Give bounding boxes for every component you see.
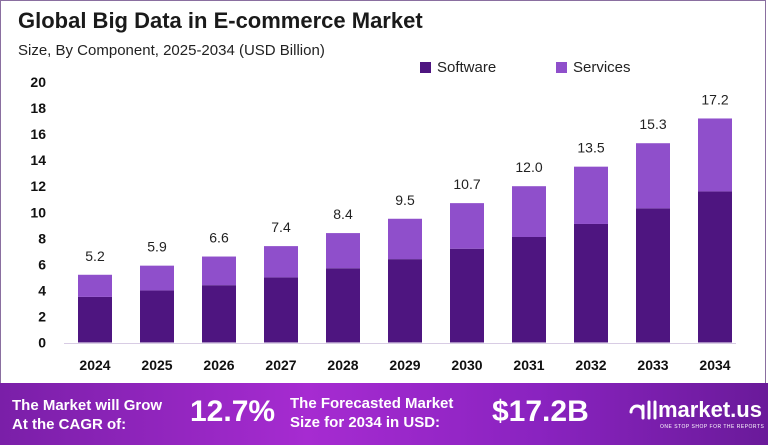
legend-label-services: Services [573,59,631,76]
y-tick-label: 2 [38,308,46,324]
y-tick-label: 14 [30,152,46,168]
data-label-total: 5.9 [147,239,167,255]
cagr-label-line2: At the CAGR of: [12,416,127,433]
x-tick-label: 2032 [575,357,606,373]
data-label-total: 10.7 [453,176,480,192]
bar-services-2034 [698,118,732,192]
bar-software-2029 [388,259,422,343]
forecast-label: The Forecasted Market Size for 2034 in U… [290,394,453,432]
cagr-label-line1: The Market will Grow [12,397,163,414]
chart-subtitle: Size, By Component, 2025-2034 (USD Billi… [18,42,325,59]
cagr-value: 12.7% [190,395,276,428]
bar-services-2024 [78,274,112,297]
data-label-total: 5.2 [85,248,105,264]
chart-frame [0,0,766,383]
x-tick-label: 2030 [451,357,482,373]
legend-software: Software [420,59,496,76]
data-label-total: 7.4 [271,219,291,235]
y-tick-label: 6 [38,256,46,272]
x-tick-label: 2031 [513,357,544,373]
legend-services: Services [556,59,631,76]
bar-software-2034 [698,191,732,343]
bar-services-2032 [574,166,608,224]
y-tick-label: 4 [38,282,46,298]
y-tick-label: 18 [30,100,46,116]
bar-services-2031 [512,186,546,237]
brand-logo: market.us ONE STOP SHOP FOR THE REPORTS [628,397,764,430]
bar-software-2025 [140,290,174,343]
data-label-total: 17.2 [701,91,728,107]
y-tick-label: 8 [38,230,46,246]
bar-software-2027 [264,277,298,343]
forecast-label-line1: The Forecasted Market [290,395,454,412]
x-tick-label: 2026 [203,357,234,373]
bar-services-2027 [264,246,298,278]
legend-swatch-services [556,62,567,73]
forecast-label-line2: Size for 2034 in USD: [290,414,441,431]
bar-chart: 0 2 4 6 8 10 12 14 16 18 20 5.2 2024 5.9 2025 6.6 2026 7.… [30,74,736,373]
data-label-total: 8.4 [333,206,353,222]
bar-services-2033 [636,143,670,209]
bar-software-2030 [450,248,484,343]
bar-services-2029 [388,218,422,260]
x-tick-label: 2033 [637,357,668,373]
brand-tagline: ONE STOP SHOP FOR THE REPORTS [660,424,765,430]
bar-services-2028 [326,233,360,269]
bar-services-2025 [140,265,174,291]
y-tick-label: 10 [30,204,46,220]
bar-services-2026 [202,256,236,286]
x-tick-label: 2024 [79,357,110,373]
data-label-total: 15.3 [639,116,666,132]
cagr-label: The Market will Grow At the CAGR of: [12,396,162,434]
legend-label-software: Software [437,59,497,76]
y-tick-label: 20 [30,74,46,90]
bar-software-2032 [574,223,608,343]
x-tick-label: 2028 [327,357,358,373]
bar-software-2028 [326,268,360,343]
bar-software-2026 [202,285,236,343]
legend-swatch-software [420,62,431,73]
data-label-total: 12.0 [515,159,542,175]
y-tick-label: 12 [30,178,46,194]
bar-software-2033 [636,208,670,343]
y-tick-label: 0 [38,335,46,351]
brand-logo-icon [629,400,657,420]
footer-banner: The Market will Grow At the CAGR of: 12.… [0,383,768,445]
chart-title: Global Big Data in E-commerce Market [18,8,423,33]
x-tick-label: 2034 [699,357,730,373]
bar-software-2031 [512,236,546,343]
data-label-total: 13.5 [577,140,604,156]
data-label-total: 6.6 [209,230,229,246]
bar-services-2030 [450,203,484,249]
data-label-total: 9.5 [395,192,415,208]
x-tick-label: 2029 [389,357,420,373]
x-tick-label: 2025 [141,357,172,373]
brand-name: market.us [658,397,762,422]
x-tick-label: 2027 [265,357,296,373]
y-tick-label: 16 [30,126,46,142]
forecast-value: $17.2B [492,395,589,428]
bar-software-2024 [78,296,112,343]
